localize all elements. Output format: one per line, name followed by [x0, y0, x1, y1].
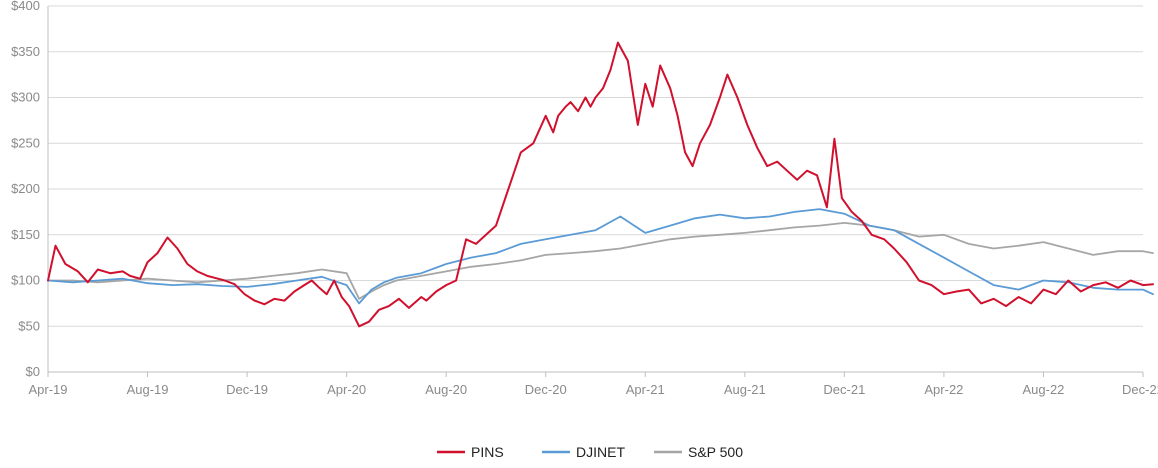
x-tick-label: Apr-19	[28, 382, 67, 397]
y-tick-label: $50	[18, 318, 40, 333]
y-tick-label: $0	[26, 364, 40, 379]
series-line-s-p-500	[47, 221, 1154, 300]
y-tick-label: $100	[11, 273, 40, 288]
x-axis: Apr-19 Aug-19 Dec-19 Apr-20 Aug-20 Dec-20 Apr-…	[28, 371, 1158, 397]
y-tick-label: $350	[11, 44, 40, 59]
x-tick-label: Apr-22	[924, 382, 963, 397]
legend-label: S&P 500	[688, 444, 743, 460]
y-axis: $0 $50 $100 $150 $200 $250 $300 $350 $400	[11, 0, 49, 379]
y-tick-label: $250	[11, 135, 40, 150]
x-tick-label: Aug-22	[1022, 382, 1064, 397]
x-tick-label: Apr-20	[327, 382, 366, 397]
legend-label: DJINET	[576, 444, 625, 460]
x-tick-label: Apr-21	[626, 382, 665, 397]
x-tick-label: Aug-20	[425, 382, 467, 397]
series-layer	[47, 41, 1154, 328]
x-tick-label: Dec-21	[823, 382, 865, 397]
legend-item: PINS	[437, 444, 504, 460]
series-line-pins	[47, 41, 1154, 328]
x-tick-label: Dec-19	[226, 382, 268, 397]
x-tick-label: Dec-22	[1122, 382, 1158, 397]
series-line-djinet	[47, 208, 1154, 305]
x-tick-label: Aug-19	[127, 382, 169, 397]
x-tick-label: Aug-21	[724, 382, 766, 397]
y-tick-label: $200	[11, 181, 40, 196]
y-tick-label: $150	[11, 227, 40, 242]
legend-label: PINS	[471, 444, 504, 460]
y-tick-label: $400	[11, 0, 40, 13]
x-tick-label: Dec-20	[525, 382, 567, 397]
gridlines	[48, 5, 1143, 327]
legend: PINS DJINET S&P 500	[437, 444, 743, 460]
legend-item: DJINET	[542, 444, 625, 460]
legend-item: S&P 500	[654, 444, 743, 460]
y-tick-label: $300	[11, 90, 40, 105]
